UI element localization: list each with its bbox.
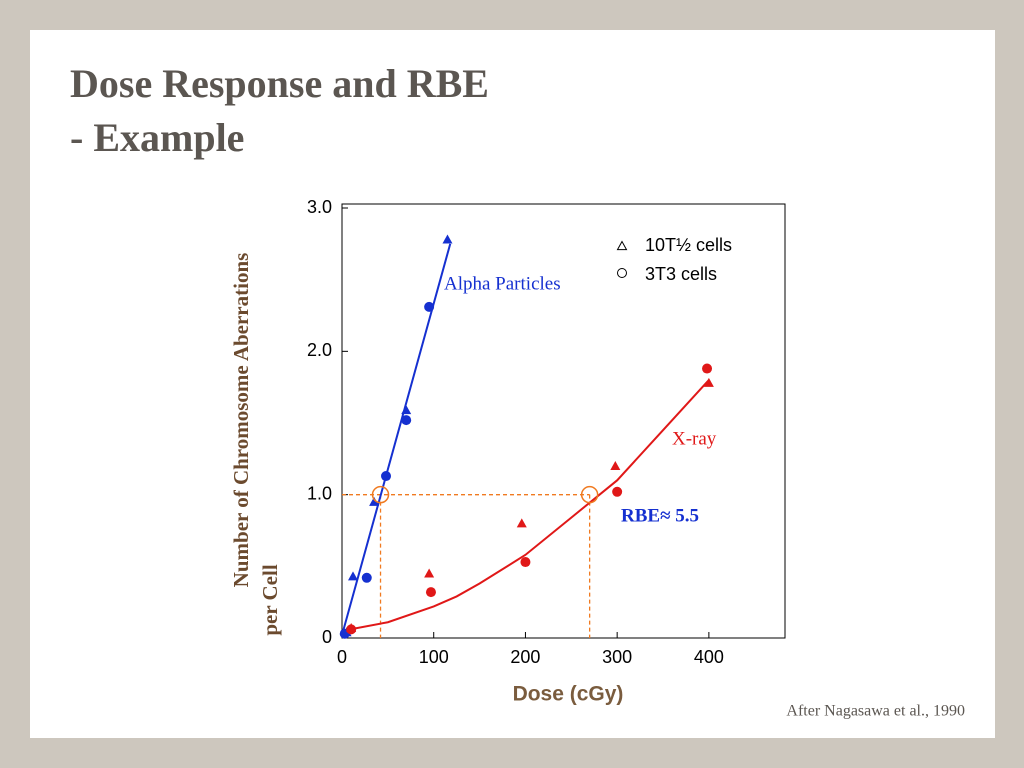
y-tick-label: 1.0: [307, 483, 332, 503]
point: [401, 405, 412, 415]
point: [442, 234, 453, 244]
line-label: X-ray: [672, 428, 717, 449]
y-axis-label: per Cell: [258, 564, 282, 636]
y-tick-label: 2.0: [307, 340, 332, 360]
reference-label: RBE≈ 5.5: [621, 505, 699, 526]
x-tick-label: 400: [694, 647, 724, 667]
y-axis-label: Number of Chromosome Aberrations: [229, 253, 253, 588]
point: [703, 377, 714, 387]
x-axis-label: Dose (cGy): [513, 683, 624, 706]
point: [424, 568, 435, 578]
legend-label: 10T½ cells: [645, 235, 732, 255]
source-note: After Nagasawa et al., 1990: [786, 703, 965, 720]
point: [520, 557, 531, 568]
point: [702, 363, 713, 374]
point: [381, 471, 392, 482]
x-tick-label: 100: [419, 647, 449, 667]
x-tick-label: 300: [602, 647, 632, 667]
point: [348, 571, 359, 581]
fit-line: [341, 243, 452, 636]
point: [346, 624, 357, 635]
point: [516, 518, 527, 528]
legend-label: 3T3 cells: [645, 264, 717, 284]
slide: [30, 30, 995, 738]
slide-title: Dose Response and RBE: [70, 61, 489, 106]
reference-point: [371, 485, 390, 504]
plot-frame: [341, 203, 786, 639]
reference-point: [580, 485, 599, 504]
legend-marker: [616, 240, 628, 251]
point: [424, 301, 435, 312]
point: [610, 461, 621, 470]
line-label: Alpha Particles: [444, 273, 561, 294]
fit-line: [341, 379, 710, 632]
point: [361, 572, 372, 583]
point: [401, 415, 412, 426]
point: [425, 587, 436, 598]
point: [369, 496, 380, 506]
y-tick-label: 3.0: [307, 197, 332, 217]
point: [612, 486, 623, 497]
legend-marker: [617, 268, 627, 278]
y-tick-label: 0: [322, 627, 332, 647]
x-tick-label: 200: [510, 647, 540, 667]
slide-title: - Example: [70, 115, 244, 160]
x-tick-label: 0: [337, 647, 347, 667]
